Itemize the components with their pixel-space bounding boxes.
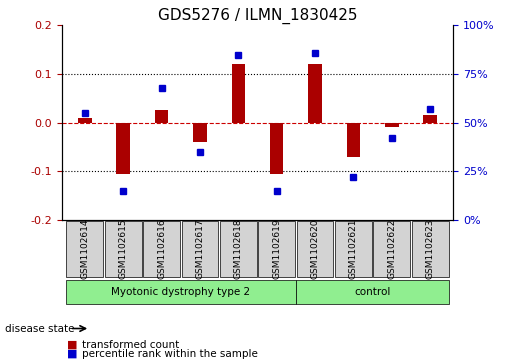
Text: percentile rank within the sample: percentile rank within the sample bbox=[82, 349, 259, 359]
FancyBboxPatch shape bbox=[296, 280, 450, 303]
Text: GSM1102621: GSM1102621 bbox=[349, 219, 358, 279]
Bar bbox=[232, 64, 245, 123]
Text: GSM1102617: GSM1102617 bbox=[195, 219, 204, 280]
Text: GSM1102619: GSM1102619 bbox=[272, 219, 281, 280]
Bar bbox=[193, 123, 207, 142]
Bar bbox=[385, 123, 399, 127]
Bar bbox=[423, 115, 437, 123]
Text: transformed count: transformed count bbox=[82, 340, 180, 350]
Text: GSM1102623: GSM1102623 bbox=[426, 219, 435, 279]
FancyBboxPatch shape bbox=[258, 221, 295, 277]
FancyBboxPatch shape bbox=[105, 221, 142, 277]
Text: ■: ■ bbox=[67, 340, 77, 350]
Bar bbox=[270, 123, 283, 174]
Bar bbox=[116, 123, 130, 174]
Text: GSM1102620: GSM1102620 bbox=[311, 219, 320, 279]
Text: disease state: disease state bbox=[5, 323, 75, 334]
Text: GSM1102618: GSM1102618 bbox=[234, 219, 243, 280]
Text: GSM1102615: GSM1102615 bbox=[118, 219, 128, 280]
Text: GSM1102614: GSM1102614 bbox=[80, 219, 89, 279]
FancyBboxPatch shape bbox=[373, 221, 410, 277]
Bar bbox=[308, 64, 322, 123]
Text: GSM1102622: GSM1102622 bbox=[387, 219, 397, 279]
FancyBboxPatch shape bbox=[220, 221, 257, 277]
FancyBboxPatch shape bbox=[65, 280, 296, 303]
Title: GDS5276 / ILMN_1830425: GDS5276 / ILMN_1830425 bbox=[158, 8, 357, 24]
FancyBboxPatch shape bbox=[412, 221, 449, 277]
Bar bbox=[347, 123, 360, 157]
FancyBboxPatch shape bbox=[143, 221, 180, 277]
Bar bbox=[155, 110, 168, 123]
FancyBboxPatch shape bbox=[335, 221, 372, 277]
FancyBboxPatch shape bbox=[181, 221, 218, 277]
Text: control: control bbox=[354, 286, 391, 297]
FancyBboxPatch shape bbox=[66, 221, 103, 277]
FancyBboxPatch shape bbox=[297, 221, 334, 277]
Bar bbox=[78, 118, 92, 123]
Text: Myotonic dystrophy type 2: Myotonic dystrophy type 2 bbox=[111, 286, 250, 297]
Text: ■: ■ bbox=[67, 349, 77, 359]
Text: GSM1102616: GSM1102616 bbox=[157, 219, 166, 280]
